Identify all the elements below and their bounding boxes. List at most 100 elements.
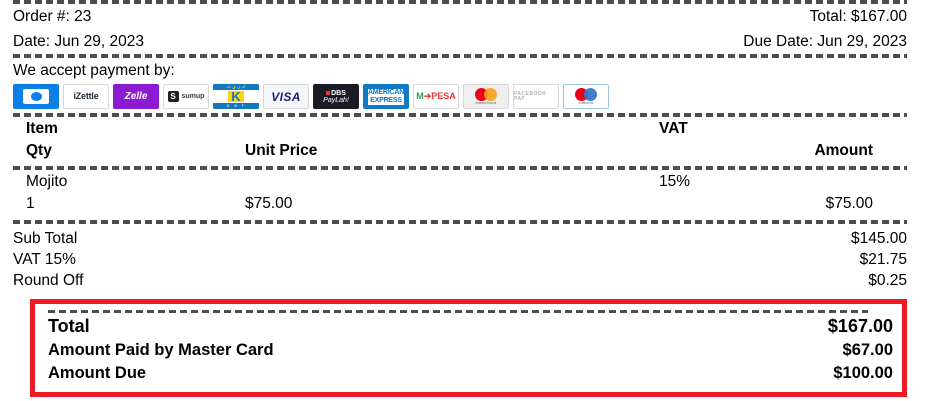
rule-after-payments-wrapper	[0, 113, 941, 117]
mpesa-m-label: M	[416, 91, 424, 101]
knet-logo: ك ن ي ت K n e t	[213, 84, 259, 109]
rule-after-items-wrapper	[0, 220, 941, 224]
summary-row-vat: VAT 15% $21.75	[13, 249, 907, 270]
maestro-logo: maestro	[563, 84, 609, 109]
amount-due-label: Amount Due	[48, 364, 147, 382]
line-items-header: Item VAT Qty Unit Price Amount	[0, 117, 941, 166]
amex-logo-body: AMERICAN EXPRESS	[367, 88, 405, 105]
grand-total-label: Total	[48, 316, 90, 336]
mastercard-logo-body: mastercard	[475, 87, 497, 106]
header-row-one: Item VAT	[13, 120, 907, 142]
round-off-value: $0.25	[868, 272, 907, 289]
knet-mark-area: K	[213, 90, 259, 103]
cash-icon	[13, 84, 59, 109]
payment-logo-strip: iZettle Zelle S sumup ك ن ي ت K n e t	[13, 81, 907, 113]
divider-after-items	[13, 220, 907, 224]
mpesa-arrow-icon: ➔	[423, 91, 432, 101]
accept-payment-label: We accept payment by:	[13, 62, 175, 79]
mastercard-yellow-circle	[484, 87, 497, 101]
rule-after-head-wrapper	[0, 166, 941, 170]
grand-total-value: $167.00	[827, 316, 893, 336]
totals-row-paid: Amount Paid by Master Card $67.00	[35, 339, 902, 362]
vat-value: $21.75	[859, 251, 907, 268]
knet-logo-label: K	[228, 90, 244, 103]
totals-row-due: Amount Due $100.00	[35, 362, 902, 385]
dbs-brand-line: DBS	[323, 90, 349, 97]
summary-section: Sub Total $145.00 VAT 15% $21.75 Round O…	[0, 224, 941, 294]
column-header-qty: Qty	[26, 142, 52, 159]
visa-logo-label: VISA	[271, 89, 301, 104]
sumup-logo: S sumup	[163, 84, 209, 109]
izettle-logo-label: iZettle	[73, 91, 99, 101]
dbs-paylah-label: PayLah!	[323, 96, 349, 104]
rule-inside-box-wrapper	[35, 310, 902, 313]
divider-inside-totals-box	[48, 310, 868, 313]
mpesa-logo: M ➔ PESA	[413, 84, 459, 109]
order-number: Order #: 23	[13, 8, 92, 25]
column-header-amount: Amount	[814, 142, 873, 159]
round-off-label: Round Off	[13, 272, 84, 289]
maestro-logo-body: maestro	[575, 87, 597, 106]
line-item-name: Mojito	[26, 173, 68, 190]
line-item-row-two: 1 $75.00 $75.00	[13, 195, 907, 217]
dbs-logo-label: DBS	[331, 89, 346, 97]
summary-row-round-off: Round Off $0.25	[13, 270, 907, 291]
dbs-square-mark	[326, 90, 331, 95]
line-item-row-one: Mojito 15%	[13, 173, 907, 195]
header-total: Total: $167.00	[809, 8, 907, 25]
american-express-logo: AMERICAN EXPRESS	[363, 84, 409, 109]
visa-logo: VISA	[263, 84, 309, 109]
mpesa-pesa-label: PESA	[431, 91, 456, 101]
knet-net-label: n e t	[213, 103, 259, 109]
header-row-two: Qty Unit Price Amount	[13, 142, 907, 164]
knet-logo-body: ك ن ي ت K n e t	[213, 84, 259, 109]
divider-after-payments	[13, 113, 907, 117]
facebook-pay-logo: FACEBOOK PAY	[513, 84, 559, 109]
cash-note-shape	[23, 89, 49, 104]
line-item-unit-price: $75.00	[245, 195, 293, 212]
zelle-logo: Zelle	[113, 84, 159, 109]
order-date: Date: Jun 29, 2023	[13, 33, 144, 50]
summary-row-subtotal: Sub Total $145.00	[13, 228, 907, 249]
maestro-circles	[575, 87, 597, 101]
dbs-paylah-logo: DBS PayLah!	[313, 84, 359, 109]
divider-top	[13, 0, 907, 4]
maestro-blue-circle	[584, 87, 597, 101]
amex-line-one: AMERICAN	[367, 88, 405, 97]
rule-after-meta-wrapper	[0, 54, 941, 58]
column-header-item: Item	[26, 120, 58, 137]
maestro-logo-label: maestro	[578, 100, 594, 105]
payment-methods-section: We accept payment by: iZettle Zelle S su…	[0, 58, 941, 113]
zelle-logo-label: Zelle	[124, 90, 148, 102]
amount-paid-label: Amount Paid by Master Card	[48, 341, 274, 359]
amex-line-two: EXPRESS	[367, 96, 405, 105]
order-summary-row: Order #: 23 Total: $167.00	[0, 4, 941, 29]
amount-due-value: $100.00	[833, 364, 893, 382]
subtotal-value: $145.00	[850, 230, 907, 247]
due-date: Due Date: Jun 29, 2023	[743, 33, 907, 50]
mastercard-circles	[475, 87, 497, 101]
mastercard-logo: mastercard	[463, 84, 509, 109]
rule-top-wrapper	[0, 0, 941, 4]
subtotal-label: Sub Total	[13, 230, 78, 247]
totals-row-total: Total $167.00	[35, 313, 902, 339]
izettle-logo: iZettle	[63, 84, 109, 109]
amount-paid-value: $67.00	[842, 341, 893, 359]
dbs-logo-body: DBS PayLah!	[323, 90, 349, 104]
date-row: Date: Jun 29, 2023 Due Date: Jun 29, 202…	[0, 29, 941, 54]
column-header-unit-price: Unit Price	[245, 142, 318, 159]
mpesa-logo-body: M ➔ PESA	[416, 92, 456, 101]
divider-after-meta	[13, 54, 907, 58]
line-item-qty: 1	[26, 195, 35, 212]
vat-label: VAT 15%	[13, 251, 76, 268]
divider-after-table-head	[13, 166, 907, 170]
line-item-vat: 15%	[659, 173, 691, 190]
facebook-pay-logo-label: FACEBOOK PAY	[514, 90, 547, 102]
line-item-row: Mojito 15% 1 $75.00 $75.00	[0, 170, 941, 220]
sumup-mark: S	[167, 91, 179, 102]
column-header-vat: VAT	[659, 120, 688, 137]
sumup-logo-label: sumup	[181, 93, 205, 100]
line-item-amount: $75.00	[825, 195, 873, 212]
cash-coin-shape	[30, 92, 42, 101]
